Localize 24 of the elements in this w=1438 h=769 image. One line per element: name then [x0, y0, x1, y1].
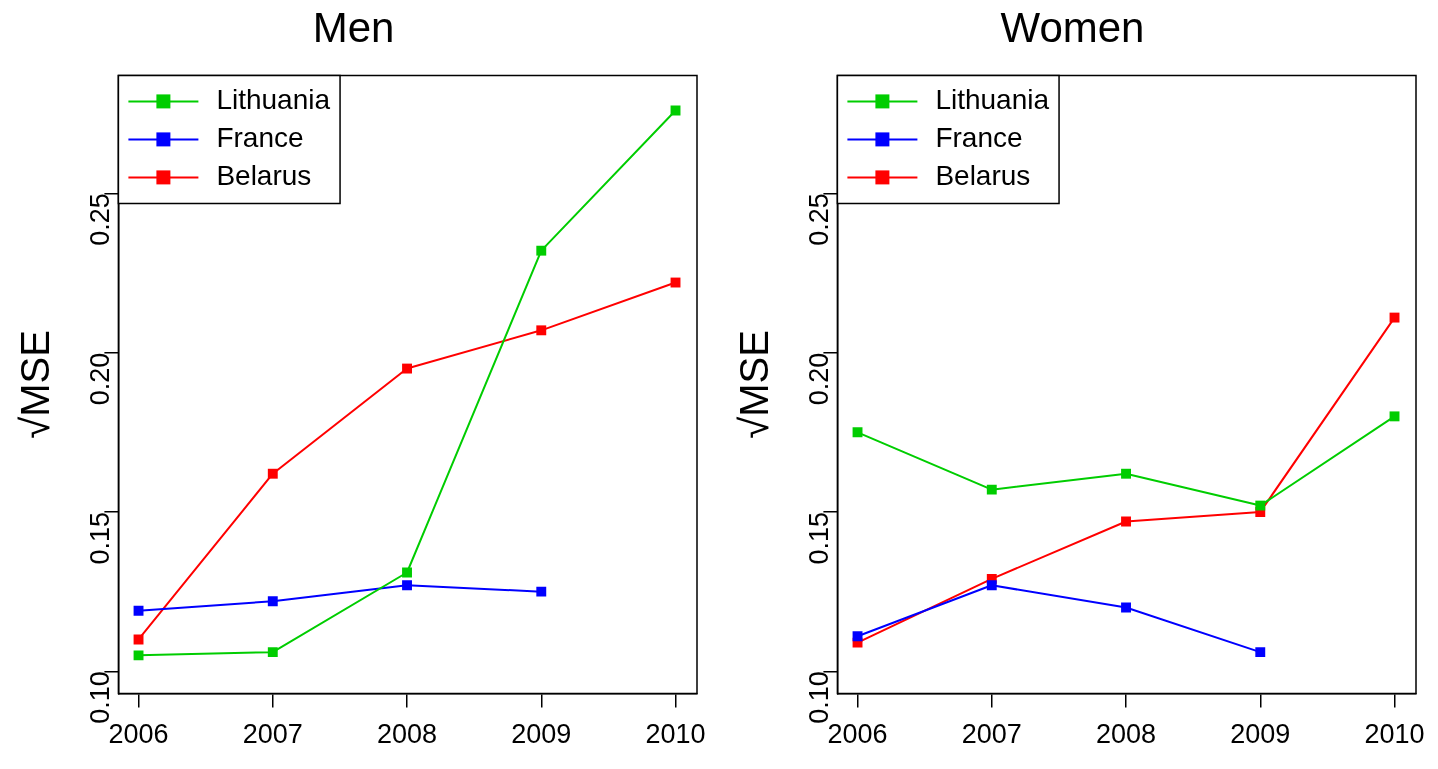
- legend-label: France: [216, 122, 304, 154]
- y-tick-label: 0.25: [803, 193, 834, 246]
- y-axis-title: √MSE: [732, 330, 777, 439]
- chart-title: Men: [312, 3, 395, 51]
- y-tick-label: 0.15: [84, 511, 115, 565]
- x-tick-label: 2007: [961, 719, 1022, 750]
- chart-title: Women: [1000, 3, 1145, 51]
- y-tick-label: 0.20: [803, 352, 834, 406]
- x-tick-label: 2010: [1364, 719, 1425, 750]
- x-tick-label: 2009: [1230, 719, 1291, 750]
- legend-label: Belarus: [935, 160, 1031, 192]
- legend-label: Lithuania: [935, 84, 1050, 116]
- y-tick-label: 0.15: [803, 511, 834, 565]
- legend-label: Belarus: [216, 160, 312, 192]
- x-tick-label: 2010: [645, 719, 706, 750]
- x-tick-label: 2009: [511, 719, 572, 750]
- y-tick-label: 0.25: [84, 193, 115, 246]
- y-axis-title: √MSE: [13, 330, 58, 439]
- legend-label: Lithuania: [216, 84, 331, 116]
- legend-label: France: [935, 122, 1023, 154]
- x-tick-label: 2008: [1095, 719, 1157, 750]
- x-tick-label: 2007: [242, 719, 303, 750]
- x-tick-label: 2008: [376, 719, 438, 750]
- y-tick-label: 0.20: [84, 352, 115, 406]
